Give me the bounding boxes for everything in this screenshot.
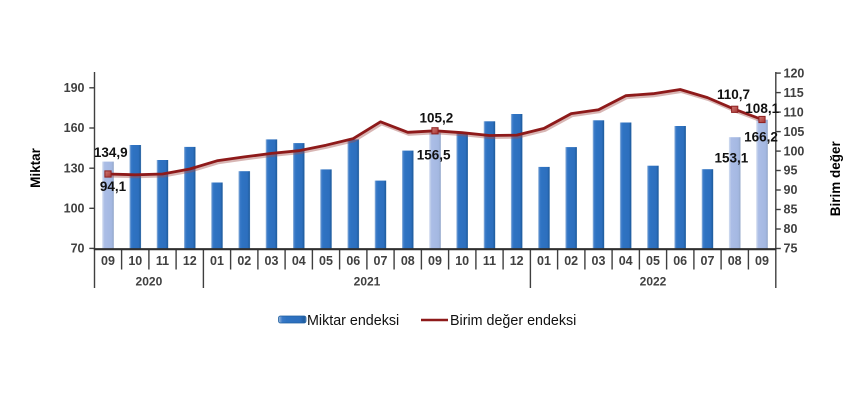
svg-text:04: 04 <box>619 254 633 268</box>
svg-text:95: 95 <box>784 164 798 178</box>
svg-text:01: 01 <box>537 254 551 268</box>
svg-text:02: 02 <box>564 254 578 268</box>
svg-text:115: 115 <box>784 86 804 100</box>
svg-text:80: 80 <box>784 222 798 236</box>
svg-text:110,7: 110,7 <box>717 87 750 102</box>
svg-text:02: 02 <box>237 254 251 268</box>
svg-text:190: 190 <box>64 81 85 95</box>
svg-text:153,1: 153,1 <box>715 150 749 165</box>
svg-text:156,5: 156,5 <box>417 147 451 162</box>
svg-text:120: 120 <box>784 66 805 80</box>
svg-text:01: 01 <box>210 254 224 268</box>
svg-text:11: 11 <box>483 254 496 268</box>
svg-text:Birim değer endeksi: Birim değer endeksi <box>450 313 576 329</box>
svg-text:90: 90 <box>784 183 798 197</box>
svg-text:Birim değer: Birim değer <box>828 140 843 216</box>
svg-text:Miktar endeksi: Miktar endeksi <box>307 313 399 329</box>
svg-text:85: 85 <box>784 203 798 217</box>
svg-text:100: 100 <box>64 202 85 216</box>
svg-text:09: 09 <box>428 254 442 268</box>
svg-text:Miktar: Miktar <box>28 147 43 188</box>
svg-text:110: 110 <box>784 105 804 119</box>
svg-text:130: 130 <box>64 161 85 175</box>
svg-text:105,2: 105,2 <box>420 110 454 125</box>
svg-text:06: 06 <box>673 254 687 268</box>
svg-text:2021: 2021 <box>354 275 381 289</box>
svg-text:07: 07 <box>701 254 715 268</box>
svg-text:10: 10 <box>128 254 142 268</box>
svg-text:105: 105 <box>784 125 805 139</box>
svg-text:05: 05 <box>646 254 660 268</box>
svg-text:134,9: 134,9 <box>94 145 128 160</box>
svg-text:03: 03 <box>592 254 606 268</box>
svg-text:09: 09 <box>755 254 769 268</box>
svg-text:108,1: 108,1 <box>745 101 779 116</box>
svg-text:08: 08 <box>728 254 742 268</box>
svg-text:12: 12 <box>183 254 197 268</box>
svg-text:160: 160 <box>64 121 85 135</box>
svg-text:09: 09 <box>101 254 115 268</box>
svg-text:08: 08 <box>401 254 415 268</box>
svg-text:12: 12 <box>510 254 524 268</box>
svg-text:06: 06 <box>346 254 360 268</box>
svg-text:166,2: 166,2 <box>744 130 778 145</box>
svg-text:75: 75 <box>784 242 798 256</box>
svg-text:70: 70 <box>71 242 85 256</box>
svg-text:94,1: 94,1 <box>100 179 127 194</box>
svg-text:2020: 2020 <box>136 275 163 289</box>
svg-text:03: 03 <box>265 254 279 268</box>
svg-text:04: 04 <box>292 254 306 268</box>
svg-text:05: 05 <box>319 254 333 268</box>
svg-text:07: 07 <box>374 254 388 268</box>
svg-text:2022: 2022 <box>640 275 667 289</box>
svg-text:10: 10 <box>455 254 469 268</box>
svg-text:100: 100 <box>784 144 805 158</box>
svg-text:11: 11 <box>156 254 169 268</box>
